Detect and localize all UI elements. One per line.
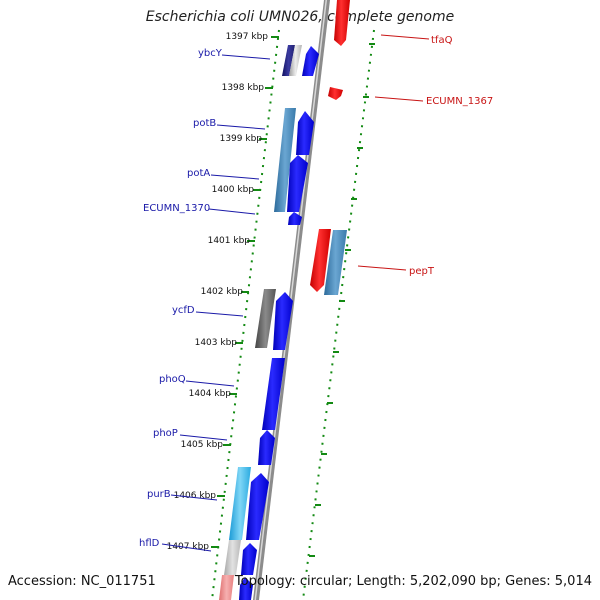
tick-label: 1397 kbp (226, 32, 269, 42)
gene-pepT (310, 229, 331, 292)
gene-label-ycfD: ycfD (172, 305, 195, 316)
cog-block (274, 108, 296, 212)
leader-line (210, 174, 260, 180)
cog-block (282, 45, 295, 76)
tick-label: 1399 kbp (220, 134, 263, 144)
accession-text: Accession: NC_011751 (8, 574, 156, 589)
gene-potB (296, 111, 314, 155)
gene-ECUMN_1367 (328, 87, 343, 100)
leader-line (161, 543, 212, 552)
cog-block (324, 230, 347, 295)
tick-label: 1405 kbp (181, 440, 224, 450)
gene-label-purB: purB (147, 489, 171, 500)
cog-block (229, 467, 251, 540)
forward-genes (239, 46, 319, 600)
cog-block (255, 289, 276, 348)
gene-ycfD (273, 292, 293, 350)
leader-line (380, 34, 430, 40)
gene-label-ECUMN_1370: ECUMN_1370 (143, 203, 210, 214)
cog-block (219, 575, 234, 600)
gene-tfaQ (334, 0, 350, 46)
gene-label-pepT: pepT (409, 266, 435, 277)
tick-label: 1403 kbp (195, 338, 238, 348)
gene-label-hflD: hflD (139, 538, 160, 549)
gene-potA (287, 155, 308, 212)
leader-line (195, 311, 244, 317)
scale-ticks (211, 36, 279, 548)
cog-block (289, 45, 302, 76)
leader-line (208, 208, 256, 215)
tick-label: 1400 kbp (212, 185, 255, 195)
map-title: Escherichia coli UMN026, complete genome (145, 9, 455, 25)
reverse-labels: tfaQ ECUMN_1367 pepT (357, 34, 493, 277)
tick-label: 1398 kbp (222, 83, 265, 93)
gene-ybcY (302, 46, 319, 76)
gene-hflD (241, 543, 257, 575)
tick-label: 1406 kbp (174, 491, 217, 501)
gene-label-ybcY: ybcY (198, 48, 223, 59)
leader-line (170, 494, 218, 501)
reverse-genes (310, 0, 350, 292)
gene-label-phoQ: phoQ (159, 374, 186, 385)
leader-line (179, 434, 228, 441)
scale-labels: 1397 kbp 1398 kbp 1399 kbp 1400 kbp 1401… (167, 32, 269, 552)
cog-block (224, 540, 241, 575)
genome-summary-text: Topology: circular; Length: 5,202,090 bp… (234, 574, 592, 589)
tick-label: 1404 kbp (189, 389, 232, 399)
gene-label-potA: potA (187, 168, 210, 179)
gene-label-phoP: phoP (153, 428, 178, 439)
gene-label-tfaQ: tfaQ (431, 35, 453, 46)
gene-ECUMN_1370 (288, 212, 302, 225)
gene-label-potB: potB (193, 118, 216, 129)
leader-line (221, 54, 271, 60)
gene-label-ECUMN_1367: ECUMN_1367 (426, 96, 493, 107)
leader-line (374, 96, 424, 102)
gene-partial (239, 577, 253, 600)
leader-line (216, 124, 266, 130)
gene-purB (246, 473, 269, 540)
leader-line (185, 380, 235, 387)
tick-label: 1402 kbp (201, 287, 244, 297)
cog-blocks (219, 45, 347, 600)
tick-label: 1401 kbp (208, 236, 251, 246)
leader-line (357, 265, 407, 271)
gene-phoQ (262, 358, 285, 430)
reverse-strand-dashes (309, 43, 375, 557)
tick-label: 1407 kbp (167, 542, 210, 552)
gene-phoP (258, 430, 275, 465)
forward-labels: ybcY potB potA ECUMN_1370 ycfD phoQ phoP… (139, 48, 271, 552)
